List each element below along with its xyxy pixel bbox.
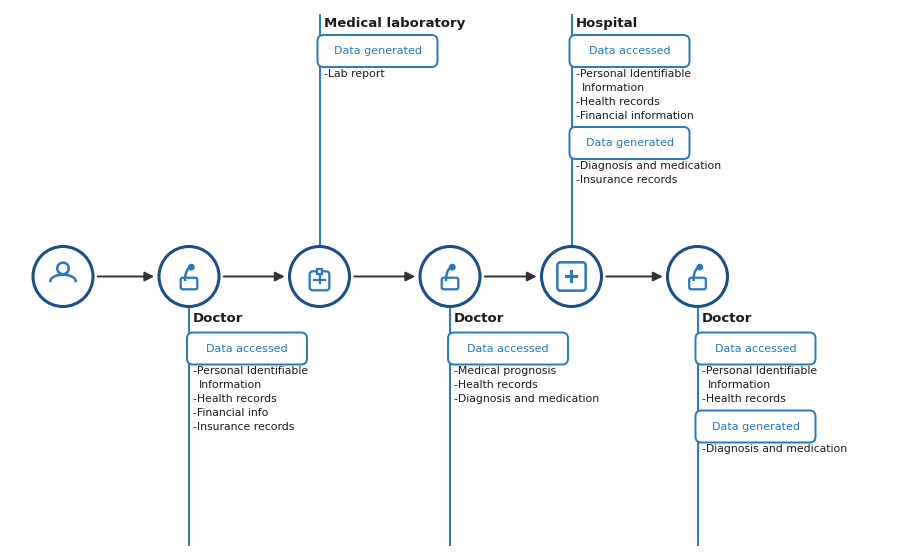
Text: Doctor: Doctor	[701, 312, 752, 326]
Text: -Insurance records: -Insurance records	[193, 422, 294, 432]
Circle shape	[420, 247, 480, 306]
Text: -Insurance records: -Insurance records	[575, 175, 677, 185]
Text: Data accessed: Data accessed	[206, 343, 288, 353]
FancyBboxPatch shape	[310, 272, 329, 290]
Text: Information: Information	[199, 380, 262, 390]
Text: Data generated: Data generated	[712, 421, 799, 431]
FancyBboxPatch shape	[181, 278, 197, 289]
Circle shape	[698, 264, 703, 270]
FancyBboxPatch shape	[442, 278, 458, 289]
Text: Data accessed: Data accessed	[589, 46, 670, 56]
FancyBboxPatch shape	[448, 332, 568, 364]
Text: -Personal Identifiable: -Personal Identifiable	[193, 367, 308, 377]
Text: Information: Information	[707, 380, 770, 390]
Circle shape	[290, 247, 349, 306]
FancyBboxPatch shape	[570, 127, 689, 159]
Text: -Personal Identifiable: -Personal Identifiable	[701, 367, 816, 377]
Text: Data generated: Data generated	[586, 138, 673, 148]
Text: -Health records: -Health records	[701, 394, 785, 404]
Text: -Health records: -Health records	[454, 380, 538, 390]
Text: Doctor: Doctor	[454, 312, 504, 326]
Text: Information: Information	[581, 83, 644, 93]
FancyBboxPatch shape	[318, 35, 437, 67]
FancyBboxPatch shape	[570, 35, 689, 67]
FancyBboxPatch shape	[689, 278, 706, 289]
Text: Data generated: Data generated	[334, 46, 421, 56]
Circle shape	[189, 264, 194, 270]
Text: -Financial information: -Financial information	[575, 111, 693, 121]
FancyBboxPatch shape	[187, 332, 307, 364]
Circle shape	[542, 247, 601, 306]
Text: -Personal Identifiable: -Personal Identifiable	[575, 69, 690, 79]
Text: Doctor: Doctor	[193, 312, 243, 326]
FancyBboxPatch shape	[557, 262, 586, 291]
FancyBboxPatch shape	[696, 410, 815, 442]
Text: Hospital: Hospital	[575, 17, 638, 30]
Circle shape	[58, 263, 68, 274]
Circle shape	[668, 247, 727, 306]
Circle shape	[159, 247, 219, 306]
Text: -Diagnosis and medication: -Diagnosis and medication	[575, 161, 721, 171]
Bar	[317, 269, 322, 274]
Text: Data accessed: Data accessed	[715, 343, 796, 353]
Text: -Lab report: -Lab report	[323, 69, 384, 79]
Circle shape	[33, 247, 93, 306]
Text: -Diagnosis and medication: -Diagnosis and medication	[701, 445, 847, 455]
FancyBboxPatch shape	[696, 332, 815, 364]
Text: -Health records: -Health records	[575, 97, 659, 107]
Text: Medical laboratory: Medical laboratory	[323, 17, 464, 30]
Bar	[565, 274, 578, 279]
Text: -Medical prognosis: -Medical prognosis	[454, 367, 556, 377]
Text: Data accessed: Data accessed	[467, 343, 549, 353]
Bar	[570, 270, 573, 283]
Text: -Financial info: -Financial info	[193, 409, 268, 419]
Text: -Diagnosis and medication: -Diagnosis and medication	[454, 394, 599, 404]
Circle shape	[450, 264, 455, 270]
Text: -Health records: -Health records	[193, 394, 277, 404]
